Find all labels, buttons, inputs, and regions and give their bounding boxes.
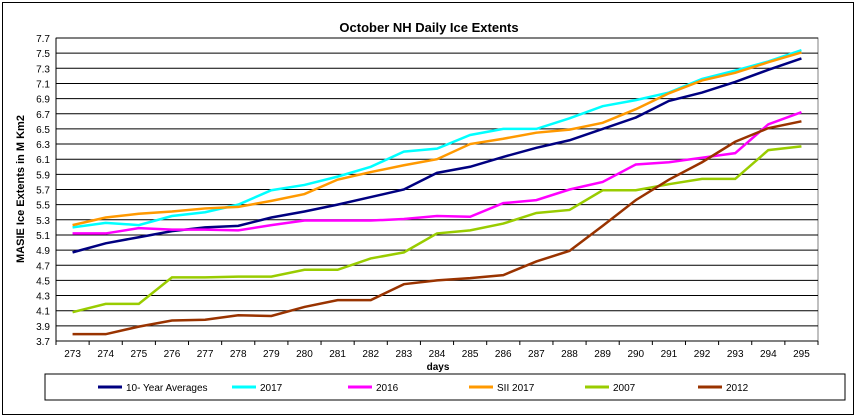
series-line-2017 <box>72 48 802 229</box>
x-tick-label: 292 <box>694 349 711 360</box>
legend-label: 2012 <box>726 383 749 394</box>
y-tick-label: 5.1 <box>36 231 50 242</box>
x-tick-label: 289 <box>594 349 611 360</box>
x-tick-label: 276 <box>164 349 181 360</box>
y-axis-label: MASIE Ice Extents in M Km2 <box>15 115 27 263</box>
y-tick-label: 4.7 <box>36 261 50 272</box>
y-tick-label: 6.5 <box>36 125 50 136</box>
y-tick-label: 5.3 <box>36 216 50 227</box>
series-line-sii-2017 <box>72 51 802 227</box>
y-tick-label: 4.5 <box>36 276 50 287</box>
y-tick-label: 7.7 <box>36 34 50 45</box>
y-tick-label: 5.9 <box>36 170 50 181</box>
x-tick-label: 282 <box>362 349 379 360</box>
x-axis-label: days <box>427 362 450 373</box>
y-tick-label: 4.1 <box>36 307 50 318</box>
legend-label: 2016 <box>376 383 399 394</box>
x-tick-label: 277 <box>197 349 214 360</box>
y-tick-label: 6.3 <box>36 140 50 151</box>
y-tick-label: 4.9 <box>36 246 50 257</box>
x-tick-label: 275 <box>130 349 147 360</box>
x-tick-label: 284 <box>429 349 446 360</box>
x-tick-label: 287 <box>528 349 545 360</box>
y-tick-label: 7.5 <box>36 49 50 60</box>
legend-label: SII 2017 <box>497 383 535 394</box>
series-line-2016 <box>72 111 802 235</box>
legend-label: 2007 <box>613 383 636 394</box>
y-tick-label: 6.7 <box>36 110 50 121</box>
x-tick-label: 295 <box>793 349 810 360</box>
y-tick-label: 4.3 <box>36 292 50 303</box>
series-line-10-year-averages <box>72 57 802 254</box>
x-tick-label: 278 <box>230 349 247 360</box>
x-tick-label: 285 <box>462 349 479 360</box>
x-tick-label: 274 <box>97 349 114 360</box>
x-tick-label: 273 <box>64 349 81 360</box>
x-tick-label: 281 <box>329 349 346 360</box>
x-tick-label: 291 <box>661 349 678 360</box>
x-tick-label: 280 <box>296 349 313 360</box>
y-tick-label: 6.9 <box>36 95 50 106</box>
y-tick-label: 3.7 <box>36 337 50 348</box>
y-tick-label: 5.5 <box>36 201 50 212</box>
y-tick-label: 7.1 <box>36 79 50 90</box>
x-tick-label: 290 <box>627 349 644 360</box>
chart-title: October NH Daily Ice Extents <box>339 20 518 35</box>
chart-frame <box>2 2 854 415</box>
series-line-2007 <box>72 145 802 314</box>
x-tick-label: 294 <box>760 349 777 360</box>
x-tick-label: 279 <box>263 349 280 360</box>
y-tick-label: 6.1 <box>36 155 50 166</box>
x-tick-label: 283 <box>396 349 413 360</box>
y-tick-label: 7.3 <box>36 64 50 75</box>
x-tick-label: 288 <box>561 349 578 360</box>
y-tick-label: 3.9 <box>36 322 50 333</box>
legend-label: 10- Year Averages <box>126 383 208 394</box>
y-tick-label: 5.7 <box>36 186 50 197</box>
x-tick-label: 286 <box>495 349 512 360</box>
legend-label: 2017 <box>260 383 283 394</box>
series-line-2012 <box>72 120 802 336</box>
x-tick-label: 293 <box>727 349 744 360</box>
